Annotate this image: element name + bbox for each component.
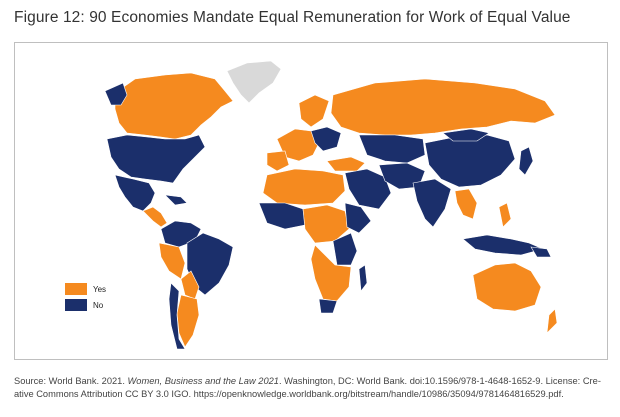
region-alaska [104, 82, 128, 106]
region-east-africa [332, 232, 358, 266]
region-europe-west [276, 128, 320, 162]
map-legend: Yes No [65, 281, 106, 313]
region-india [412, 178, 452, 228]
figure-title: Figure 12: 90 Economies Mandate Equal Re… [14, 9, 571, 26]
region-papua-new-guinea [530, 246, 552, 258]
region-turkey [326, 156, 366, 172]
region-australia [472, 262, 542, 312]
region-russia [330, 78, 556, 136]
world-map: Yes No [14, 42, 608, 360]
region-mongolia [442, 128, 490, 142]
region-central-africa [302, 204, 350, 244]
region-usa [106, 134, 206, 184]
region-central-america [142, 206, 168, 228]
region-argentina [176, 294, 200, 348]
region-canada [114, 72, 234, 140]
region-scandinavia [298, 94, 330, 128]
legend-swatch-yes [65, 283, 87, 295]
region-madagascar [358, 264, 368, 292]
legend-label-no: No [93, 300, 104, 310]
region-southeast-asia [454, 188, 478, 220]
region-bolivia-paraguay [180, 270, 200, 300]
legend-item-yes: Yes [65, 281, 106, 297]
region-horn-of-africa [344, 202, 372, 234]
legend-swatch-no [65, 299, 87, 311]
legend-label-yes: Yes [93, 284, 107, 294]
region-south-africa [318, 298, 338, 314]
region-indonesia [462, 234, 544, 256]
region-central-asia [358, 134, 426, 164]
region-japan [518, 146, 534, 176]
region-new-zealand [546, 308, 558, 334]
region-philippines [498, 202, 512, 228]
region-peru-ecuador [158, 242, 186, 280]
legend-item-no: No [65, 297, 106, 313]
region-north-africa [262, 168, 346, 206]
region-chile [168, 282, 186, 350]
source-prefix: Source: World Bank. 2021. [14, 376, 128, 386]
region-middle-east [344, 168, 392, 210]
region-caribbean [164, 194, 188, 206]
region-europe-central [310, 126, 342, 152]
world-map-svg [104, 60, 558, 350]
region-china [424, 134, 516, 188]
source-title: Women, Business and the Law 2021 [127, 376, 279, 386]
source-note: Source: World Bank. 2021. Women, Busines… [14, 375, 610, 401]
region-greenland [226, 60, 282, 104]
source-suffix: . Washington, DC: World Bank. doi:10.159… [14, 376, 601, 399]
region-iberia [266, 150, 290, 172]
region-west-africa [258, 202, 306, 230]
region-mexico [114, 174, 156, 212]
